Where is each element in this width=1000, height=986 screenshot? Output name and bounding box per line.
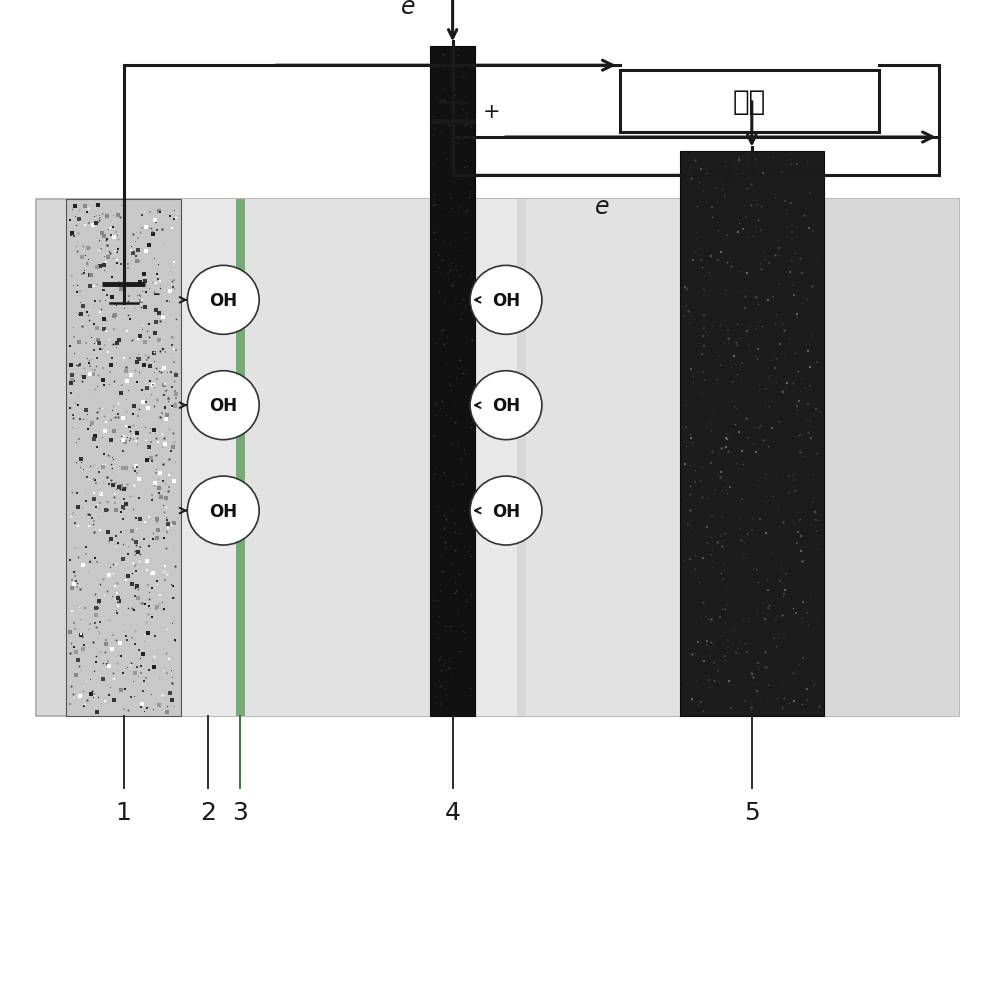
Bar <box>475 200 517 717</box>
Bar <box>824 200 959 717</box>
Circle shape <box>187 476 259 545</box>
Text: OH: OH <box>209 396 237 415</box>
Text: +: + <box>483 103 500 122</box>
Bar <box>236 200 245 717</box>
Circle shape <box>187 372 259 440</box>
Text: 负载: 负载 <box>733 88 766 116</box>
Circle shape <box>470 476 542 545</box>
Bar <box>680 152 824 717</box>
Text: 3: 3 <box>232 801 248 824</box>
Bar <box>517 200 526 717</box>
Bar <box>526 200 680 717</box>
Text: 4: 4 <box>445 801 461 824</box>
Text: 1: 1 <box>116 801 131 824</box>
Text: -: - <box>153 284 161 304</box>
Text: OH: OH <box>492 502 520 520</box>
Text: OH: OH <box>209 292 237 310</box>
Text: OH: OH <box>209 502 237 520</box>
Bar <box>430 47 475 717</box>
Bar <box>620 71 879 133</box>
Circle shape <box>470 372 542 440</box>
Circle shape <box>187 266 259 335</box>
Bar <box>181 200 236 717</box>
Bar <box>245 200 430 717</box>
Text: e: e <box>718 157 733 180</box>
Bar <box>66 200 181 717</box>
Text: e: e <box>595 195 609 219</box>
Circle shape <box>470 266 542 335</box>
Text: e: e <box>401 0 415 19</box>
Text: OH: OH <box>492 396 520 415</box>
Text: 2: 2 <box>200 801 216 824</box>
Text: 5: 5 <box>744 801 760 824</box>
Bar <box>36 200 959 717</box>
Text: OH: OH <box>492 292 520 310</box>
